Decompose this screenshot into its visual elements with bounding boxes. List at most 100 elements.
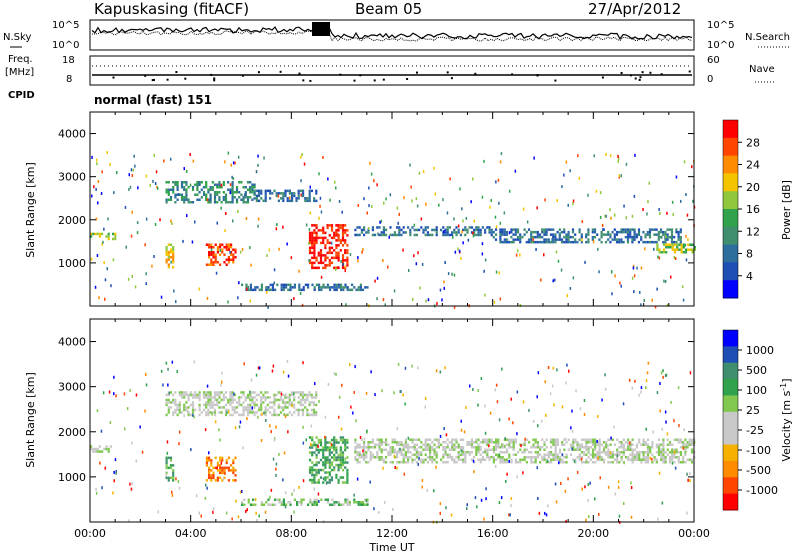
echo-cell xyxy=(311,468,314,472)
echo-cell xyxy=(677,235,680,239)
echo-cell xyxy=(455,226,458,229)
echo-cell xyxy=(289,503,292,506)
noise-cell xyxy=(583,399,586,402)
noise-cell xyxy=(520,444,522,448)
echo-cell xyxy=(539,446,542,449)
echo-cell xyxy=(167,479,170,482)
echo-cell xyxy=(657,235,660,239)
echo-cell xyxy=(398,443,401,446)
echo-cell xyxy=(459,453,462,456)
echo-cell xyxy=(499,228,502,231)
noise-cell xyxy=(192,159,195,163)
echo-cell xyxy=(444,461,447,464)
noise-cell xyxy=(514,169,517,173)
echo-cell xyxy=(284,396,287,399)
echo-cell xyxy=(676,243,679,246)
noise-cell xyxy=(645,427,647,431)
echo-cell xyxy=(326,458,329,462)
echo-cell xyxy=(335,229,338,232)
echo-cell xyxy=(264,189,267,193)
noise-cell xyxy=(670,236,672,239)
echo-cell xyxy=(589,458,592,461)
echo-cell xyxy=(682,243,685,246)
noise-cell xyxy=(110,284,112,288)
noise-cell xyxy=(571,429,574,433)
echo-cell xyxy=(574,233,577,236)
echo-cell xyxy=(298,286,301,289)
echo-cell xyxy=(631,456,634,459)
echo-cell xyxy=(346,261,349,265)
echo-cell xyxy=(666,228,669,231)
echo-cell xyxy=(284,413,287,417)
echo-cell xyxy=(506,461,509,464)
echo-cell xyxy=(227,248,230,251)
echo-cell xyxy=(169,459,173,462)
echo-cell xyxy=(221,243,224,246)
noise-cell xyxy=(498,501,501,505)
echo-cell xyxy=(306,396,309,399)
echo-cell xyxy=(642,438,645,441)
echo-cell xyxy=(335,476,338,479)
noise-cell xyxy=(250,378,253,382)
echo-cell xyxy=(322,446,325,449)
noise-cell xyxy=(371,205,373,209)
noise-cell xyxy=(271,369,274,373)
echo-cell xyxy=(244,191,247,194)
echo-cell xyxy=(534,456,537,459)
echo-cell xyxy=(245,286,248,289)
echo-cell xyxy=(589,453,592,456)
echo-cell xyxy=(600,456,603,459)
echo-cell xyxy=(470,443,473,446)
echo-cell xyxy=(313,463,316,467)
echo-cell xyxy=(310,408,313,412)
echo-cell xyxy=(475,228,478,232)
echo-cell xyxy=(308,246,312,250)
echo-cell xyxy=(665,243,668,246)
echo-cell xyxy=(662,448,665,451)
noise-cell xyxy=(393,454,396,458)
echo-cell xyxy=(556,441,559,444)
echo-cell xyxy=(172,253,175,256)
echo-cell xyxy=(637,240,641,244)
echo-cell xyxy=(278,501,281,504)
echo-cell xyxy=(402,446,405,449)
echo-cell xyxy=(580,456,584,459)
echo-cell xyxy=(223,476,226,480)
echo-cell xyxy=(313,249,316,252)
noise-cell xyxy=(302,441,305,445)
echo-cell xyxy=(207,188,210,191)
noise-cell xyxy=(393,289,396,293)
echo-cell xyxy=(312,396,316,399)
echo-cell xyxy=(385,228,388,232)
echo-cell xyxy=(453,446,456,449)
noise-cell xyxy=(220,383,222,387)
echo-cell xyxy=(346,501,349,504)
echo-cell xyxy=(326,476,329,479)
echo-cell xyxy=(344,448,347,452)
echo-cell xyxy=(682,461,685,464)
echo-cell xyxy=(344,446,347,449)
echo-cell xyxy=(346,478,349,482)
echo-cell xyxy=(330,476,334,479)
echo-cell xyxy=(596,458,599,461)
echo-cell xyxy=(302,286,305,289)
echo-cell xyxy=(656,246,659,249)
noise-cell xyxy=(665,420,667,424)
echo-cell xyxy=(574,448,577,451)
echo-cell xyxy=(576,446,579,449)
noise-cell xyxy=(224,160,226,164)
echo-cell xyxy=(596,443,599,446)
echo-cell xyxy=(354,451,357,454)
echo-cell xyxy=(260,403,263,407)
echo-cell xyxy=(218,406,221,409)
noise-cell xyxy=(165,361,168,365)
colorbar-swatch xyxy=(723,428,738,446)
echo-cell xyxy=(319,441,323,444)
echo-cell xyxy=(407,451,410,454)
noise-cell xyxy=(107,217,109,221)
echo-cell xyxy=(273,396,276,399)
echo-cell xyxy=(319,254,323,257)
noise-cell xyxy=(363,197,365,201)
noise-cell xyxy=(178,193,180,196)
echo-cell xyxy=(346,259,349,262)
